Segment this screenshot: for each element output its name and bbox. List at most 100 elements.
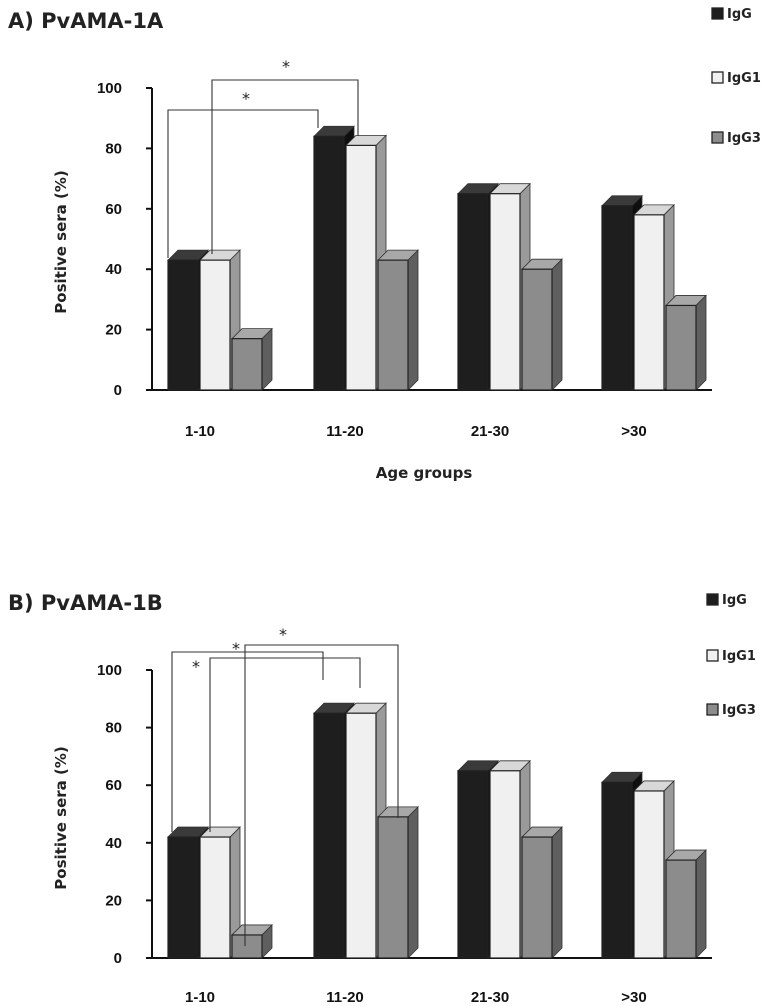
legend-entry: IgG1 — [711, 71, 761, 86]
bar-front-face — [231, 934, 263, 959]
significance-star: * — [282, 57, 290, 76]
bar — [521, 826, 563, 959]
bracket-line — [167, 109, 319, 258]
bar-front-face — [633, 214, 665, 391]
bar-front-face — [521, 836, 553, 959]
y-tick-label: 40 — [105, 835, 122, 852]
legend-swatch — [706, 649, 719, 662]
panel-a-title: A) PvAMA-1A — [8, 9, 164, 33]
bar — [601, 771, 643, 959]
y-tick-label: 100 — [97, 80, 122, 97]
y-tick-label: 0 — [114, 950, 122, 967]
bar-side-face — [407, 805, 419, 959]
y-tick-label: 40 — [105, 261, 122, 278]
x-tick-label: 1-10 — [185, 989, 215, 1006]
significance-bracket: * — [167, 89, 319, 258]
legend-label: IgG — [727, 7, 752, 22]
bar — [489, 182, 531, 391]
x-tick-label: 1-10 — [185, 423, 215, 440]
bar-front-face — [665, 859, 697, 959]
panel-a-y-axis-title: Positive sera (%) — [52, 170, 70, 313]
panel-b-chart: B) PvAMA-1B Positive sera (%) 0 20 40 60 80 1… — [8, 591, 756, 1006]
legend-swatch — [706, 593, 719, 606]
bar-side-face — [261, 327, 273, 391]
legend-entry: IgG — [706, 593, 747, 608]
bar — [665, 849, 707, 959]
bar — [377, 249, 419, 391]
legend-swatch — [706, 703, 719, 716]
significance-bracket: * — [244, 625, 399, 946]
y-tick-label: 0 — [114, 382, 122, 399]
legend-swatch — [711, 71, 724, 84]
bar-front-face — [489, 770, 521, 959]
significance-bracket: * — [211, 57, 359, 254]
bar-front-face — [345, 712, 377, 959]
x-tick-label: >30 — [621, 989, 646, 1006]
significance-bracket: * — [209, 639, 361, 832]
bar-front-face — [601, 205, 633, 391]
bar — [665, 294, 707, 391]
legend-swatch — [711, 7, 724, 20]
y-tick-label: 80 — [105, 140, 122, 157]
legend-entry: IgG3 — [711, 131, 761, 146]
bracket-line — [171, 651, 324, 832]
bar — [231, 327, 273, 391]
bar-front-face — [601, 781, 633, 959]
bracket-line — [209, 657, 361, 832]
legend-entry: IgG1 — [706, 649, 756, 664]
significance-bracket: * — [171, 651, 324, 832]
bar-side-face — [695, 849, 707, 959]
x-tick-label: >30 — [621, 423, 646, 440]
bar-front-face — [199, 259, 231, 391]
bar-side-face — [551, 258, 563, 391]
panel-a-x-axis-title: Age groups — [376, 464, 473, 482]
bar — [231, 923, 273, 959]
bar-front-face — [521, 268, 553, 391]
bar-front-face — [313, 712, 345, 959]
legend-label: IgG1 — [727, 71, 761, 86]
bar-front-face — [231, 338, 263, 391]
bracket-line — [211, 79, 359, 254]
legend-label: IgG — [722, 593, 747, 608]
legend-swatch — [711, 131, 724, 144]
bar-front-face — [457, 770, 489, 959]
panel-a-chart: A) PvAMA-1A Positive sera (%) Age groups… — [8, 7, 761, 482]
bar-front-face — [377, 259, 409, 391]
panel-b-y-axis-title: Positive sera (%) — [52, 746, 70, 889]
y-tick-label: 60 — [105, 201, 122, 218]
bar-front-face — [345, 144, 377, 391]
y-tick-label: 100 — [97, 662, 122, 679]
x-tick-label: 11-20 — [326, 423, 364, 440]
y-tick-label: 20 — [105, 892, 122, 909]
bar-front-face — [489, 193, 521, 391]
bar-front-face — [665, 304, 697, 391]
legend-label: IgG3 — [727, 131, 761, 146]
x-tick-label: 11-20 — [326, 989, 364, 1006]
bar-side-face — [551, 826, 563, 959]
significance-star: * — [242, 89, 250, 108]
y-tick-label: 80 — [105, 720, 122, 737]
y-tick-label: 60 — [105, 777, 122, 794]
legend-label: IgG3 — [722, 703, 756, 718]
legend-entry: IgG — [711, 7, 752, 22]
bar-front-face — [199, 836, 231, 959]
bar-front-face — [167, 259, 199, 391]
bar-front-face — [377, 816, 409, 959]
x-tick-label: 21-30 — [471, 989, 509, 1006]
significance-star: * — [232, 639, 240, 658]
x-tick-label: 21-30 — [471, 423, 509, 440]
bar-side-face — [695, 294, 707, 391]
bar-front-face — [313, 135, 345, 391]
y-tick-label: 20 — [105, 322, 122, 339]
bar-front-face — [633, 790, 665, 959]
bar — [521, 258, 563, 391]
significance-star: * — [192, 657, 200, 676]
significance-star: * — [279, 625, 287, 644]
legend-label: IgG1 — [722, 649, 756, 664]
bar-side-face — [407, 249, 419, 391]
bracket-line — [244, 644, 399, 946]
bar — [377, 805, 419, 959]
legend-entry: IgG3 — [706, 703, 756, 718]
bar-front-face — [167, 836, 199, 959]
